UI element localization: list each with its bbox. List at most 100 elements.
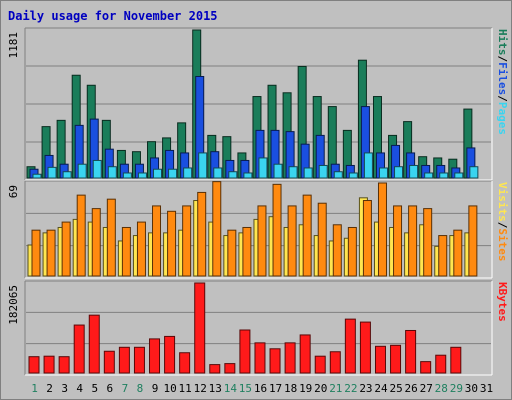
bar-kbytes-day-26 (405, 329, 417, 374)
bar-pages-day-17 (273, 163, 283, 179)
day-label-21: 21 (329, 382, 342, 395)
axis-label-separator: / (496, 95, 509, 102)
bar-pages-day-22 (348, 172, 358, 179)
bar-pages-day-14 (228, 171, 238, 179)
bar-pages-day-25 (394, 166, 404, 179)
bar-sites-day-30 (468, 205, 478, 277)
bar-kbytes-day-21 (329, 351, 341, 374)
bar-kbytes-day-28 (435, 354, 447, 374)
day-label-6: 6 (107, 382, 114, 395)
bar-pages-day-21 (333, 171, 343, 179)
bar-kbytes-day-5 (88, 314, 100, 374)
panel-middle-axis-label: Visits/Sites (496, 182, 509, 262)
bar-pages-day-26 (409, 164, 419, 179)
bar-sites-day-9 (152, 205, 162, 277)
day-label-19: 19 (299, 382, 312, 395)
axis-label-visits: Visits (496, 182, 509, 222)
day-label-26: 26 (405, 382, 418, 395)
axis-label-sites: Sites (496, 228, 509, 261)
bar-pages-day-10 (168, 168, 178, 179)
day-label-24: 24 (374, 382, 388, 395)
axis-label-separator: / (496, 222, 509, 229)
day-label-7: 7 (122, 382, 129, 395)
axis-label-hits: Hits (496, 29, 509, 56)
bar-pages-day-29 (454, 172, 464, 179)
bar-pages-day-9 (153, 168, 163, 179)
bar-sites-day-18 (287, 205, 297, 277)
bar-sites-day-19 (302, 194, 312, 277)
bar-sites-day-7 (121, 226, 131, 277)
bar-sites-day-21 (332, 224, 342, 277)
bar-kbytes-day-19 (299, 334, 311, 374)
bar-kbytes-day-13 (209, 364, 221, 374)
day-label-13: 13 (209, 382, 222, 395)
chart-title: Daily usage for November 2015 (8, 9, 218, 23)
bar-kbytes-day-1 (28, 356, 40, 374)
day-label-20: 20 (314, 382, 327, 395)
bar-sites-day-1 (31, 229, 41, 277)
day-label-31: 31 (480, 382, 493, 395)
bar-kbytes-day-18 (284, 342, 296, 374)
bar-sites-day-14 (227, 229, 237, 277)
bar-sites-day-4 (76, 194, 86, 277)
day-label-5: 5 (91, 382, 98, 395)
bar-pages-day-5 (92, 159, 102, 179)
bar-sites-day-11 (182, 205, 192, 277)
day-label-2: 2 (46, 382, 53, 395)
axis-label-files: Files (496, 62, 509, 95)
bar-sites-day-16 (257, 205, 267, 277)
axis-label-separator: / (496, 56, 509, 63)
bar-kbytes-day-8 (133, 346, 145, 374)
bar-kbytes-day-4 (73, 324, 85, 374)
day-label-1: 1 (31, 382, 38, 395)
day-label-8: 8 (137, 382, 144, 395)
day-label-29: 29 (450, 382, 463, 395)
bar-kbytes-day-29 (450, 346, 462, 374)
bar-sites-day-25 (393, 205, 403, 277)
day-label-14: 14 (224, 382, 238, 395)
bar-sites-day-15 (242, 226, 252, 277)
bar-sites-day-2 (46, 229, 56, 277)
panel-top-axis-label: Hits/Files/Pages (496, 29, 509, 135)
bar-kbytes-day-12 (194, 282, 206, 374)
bar-pages-day-3 (62, 171, 72, 179)
bar-sites-day-28 (438, 235, 448, 277)
bar-pages-day-6 (107, 166, 117, 179)
bar-pages-day-7 (122, 172, 132, 179)
panel-middle-max-tick-label: 69 (7, 185, 20, 198)
day-label-18: 18 (284, 382, 297, 395)
bar-sites-day-29 (453, 229, 463, 277)
bar-kbytes-day-6 (103, 350, 115, 374)
axis-label-kbytes: KBytes (496, 282, 509, 322)
bar-pages-day-15 (243, 172, 253, 179)
day-label-22: 22 (344, 382, 357, 395)
panel-bottom-max-tick-label: 182065 (7, 285, 20, 325)
bar-kbytes-day-27 (420, 361, 432, 374)
bar-sites-day-27 (423, 208, 433, 277)
bar-pages-day-11 (183, 167, 193, 179)
panel-top-max-tick-label: 1181 (7, 32, 20, 59)
day-label-3: 3 (61, 382, 68, 395)
bar-sites-day-24 (377, 182, 387, 277)
bar-sites-day-12 (197, 191, 207, 277)
bar-pages-day-27 (424, 172, 434, 179)
day-label-25: 25 (389, 382, 402, 395)
bar-sites-day-26 (408, 205, 418, 277)
axis-label-pages: Pages (496, 102, 509, 135)
day-label-16: 16 (254, 382, 267, 395)
bar-kbytes-day-25 (390, 344, 402, 374)
bar-pages-day-1 (32, 173, 42, 179)
day-label-27: 27 (420, 382, 433, 395)
bar-pages-day-23 (363, 152, 373, 179)
bar-kbytes-day-9 (149, 338, 161, 374)
bar-pages-day-12 (198, 152, 208, 179)
day-label-10: 10 (163, 382, 176, 395)
day-label-4: 4 (76, 382, 83, 395)
bar-kbytes-day-2 (43, 355, 55, 374)
bar-kbytes-day-16 (254, 342, 266, 374)
bar-kbytes-day-22 (344, 318, 356, 374)
bar-sites-day-3 (61, 221, 71, 277)
bar-pages-day-20 (318, 164, 328, 179)
